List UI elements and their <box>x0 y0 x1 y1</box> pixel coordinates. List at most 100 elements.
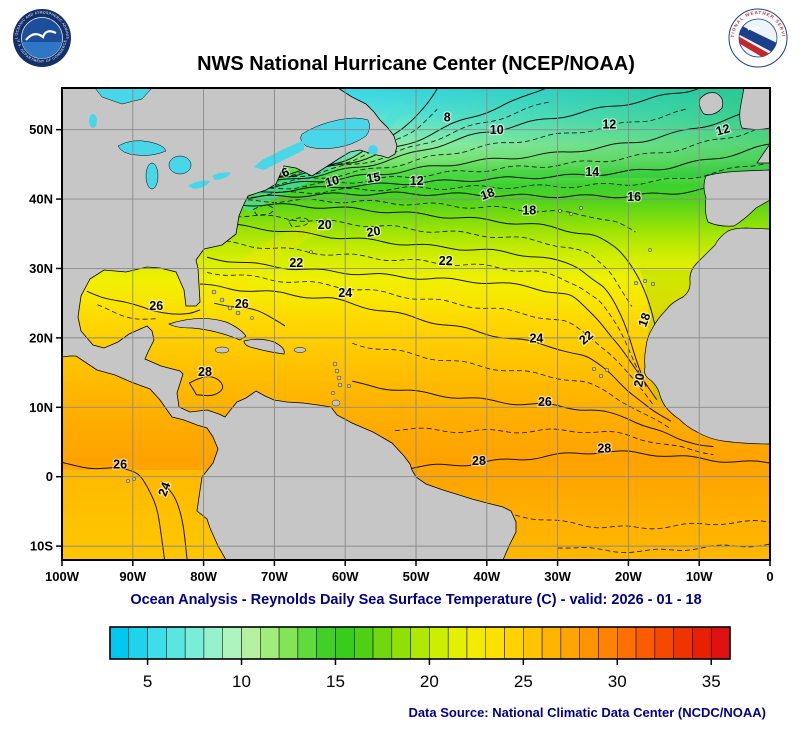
isotherm-label: 16 <box>627 190 641 204</box>
britain <box>739 88 770 130</box>
bahamas <box>211 289 254 320</box>
latitude-label: 10N <box>29 400 53 415</box>
colorbar-cell <box>260 626 280 660</box>
colorbar-cell <box>241 626 261 660</box>
longitude-label: 10W <box>686 569 713 584</box>
colorbar-cell <box>560 626 580 660</box>
isotherm-aux-26 <box>86 290 201 315</box>
colorbar-cell <box>278 626 299 660</box>
colorbar-cell <box>372 626 393 660</box>
nws-emblem-red-band <box>739 36 770 57</box>
isotherm-23C-dashed <box>207 272 654 405</box>
isotherm-19C-dashed <box>228 214 633 307</box>
canary-islands <box>634 279 656 287</box>
noaa-seagull-icon <box>25 30 57 41</box>
longitude-label: 30W <box>544 569 571 584</box>
colorbar-tick-label: 10 <box>232 672 251 691</box>
isotherm-label: 15 <box>365 170 381 186</box>
bermuda <box>309 250 313 254</box>
azores <box>558 206 583 216</box>
isotherm-aux-ring <box>252 204 274 216</box>
isotherm-13C-dashed <box>238 123 770 195</box>
colorbar-cell <box>523 626 543 660</box>
isotherm-aux-ring <box>288 217 309 228</box>
longitude-label: 60W <box>332 569 359 584</box>
isotherm-18C <box>228 202 656 327</box>
colorbar-tick-label: 30 <box>608 672 627 691</box>
isotherm-28C <box>394 450 770 471</box>
ireland <box>699 92 724 116</box>
colorbar-cell <box>541 626 562 660</box>
colorbar-cell <box>335 626 355 660</box>
isotherm-label: 28 <box>198 365 212 379</box>
colorbar-cell <box>673 626 693 660</box>
colorbar-cell <box>203 626 223 660</box>
france <box>756 143 770 164</box>
isotherm-11C-dashed <box>242 108 689 188</box>
colorbar-tick-label: 15 <box>326 672 345 691</box>
isotherm-aux-26 <box>214 302 286 327</box>
shelf-cold-band <box>238 100 408 212</box>
isotherm-label: 8 <box>444 110 451 124</box>
isotherm-label: 20 <box>318 218 332 232</box>
lake-ontario <box>212 172 231 180</box>
lake-michigan <box>145 162 159 190</box>
isotherm-label: 18 <box>635 311 653 329</box>
isotherm-20C <box>217 223 647 387</box>
isotherm-label: 22 <box>439 254 453 268</box>
latitude-label: 30N <box>29 261 53 276</box>
longitude-label: 20W <box>615 569 642 584</box>
pacific-cool-tint <box>63 470 223 559</box>
north-and-south-america <box>62 88 517 560</box>
colorbar-tick-label: 25 <box>514 672 533 691</box>
isotherm-label: 26 <box>538 395 552 409</box>
isotherm-aux-27 <box>514 514 770 530</box>
isotherm-14C <box>235 143 770 196</box>
isotherm-15C-dashed <box>235 163 767 198</box>
isotherm-aux-28 <box>188 376 224 397</box>
colorbar-tick-label: 20 <box>420 672 439 691</box>
longitude-axis: 100W 90W 80W 70W 60W 50W 40W 30W 20W 10W 0 <box>45 569 774 584</box>
africa <box>644 227 770 445</box>
colorbar-cell <box>447 626 468 660</box>
page-title: NWS National Hurricane Center (NCEP/NOAA… <box>197 53 635 75</box>
isotherm-aux-24 <box>160 480 188 560</box>
land-layer <box>62 88 770 560</box>
colorbar-cell <box>297 626 317 660</box>
iberia <box>703 169 770 227</box>
colorbar-cell <box>184 626 205 660</box>
longitude-label: 90W <box>119 569 146 584</box>
isotherm-26C <box>352 380 714 448</box>
longitude-label: 100W <box>45 569 80 584</box>
lake-winnipeg <box>89 114 97 128</box>
isotherm-label: 28 <box>472 454 486 468</box>
colorbar-cell <box>128 626 148 660</box>
colorbar-cell <box>429 626 449 660</box>
isotherm-label: 26 <box>149 299 163 313</box>
nws-emblem-blue-band <box>739 26 777 52</box>
isotherm-aux-25 <box>557 543 770 553</box>
gulf-of-st-lawrence <box>300 117 370 149</box>
isotherm-label: 20 <box>631 372 647 388</box>
latitude-label: 10S <box>30 539 53 554</box>
gulf-stream-warm-tongue <box>205 222 330 305</box>
colorbar-cell <box>504 626 524 660</box>
lesser-antilles <box>331 361 352 407</box>
colorbar-cell <box>316 626 336 660</box>
map-subtitle: Ocean Analysis - Reynolds Daily Sea Surf… <box>130 592 701 608</box>
colorbar-cell <box>222 626 242 660</box>
isotherm-label: 28 <box>597 441 611 455</box>
lake-erie <box>188 180 210 189</box>
isotherm-label: 26 <box>235 297 249 311</box>
colorbar-cell <box>466 626 487 660</box>
isotherm-7C-dashed <box>267 109 438 178</box>
colorbar-cell <box>598 626 618 660</box>
colorbar-cell <box>692 626 712 660</box>
colorbar-cell <box>166 626 186 660</box>
longitude-label: 70W <box>261 569 288 584</box>
northeast-atlantic-tint <box>340 88 770 178</box>
puerto-rico <box>293 347 307 353</box>
colorbar-cell <box>654 626 674 660</box>
